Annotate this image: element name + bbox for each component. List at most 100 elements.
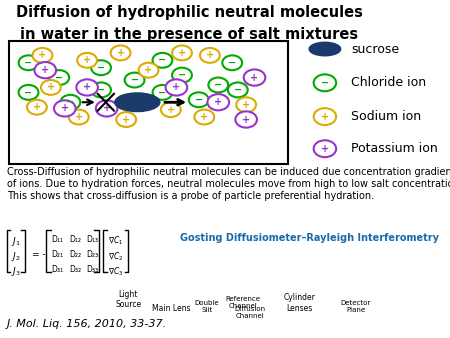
Ellipse shape (309, 42, 341, 56)
Text: +: + (251, 73, 259, 82)
Text: −: − (158, 88, 166, 97)
Text: +: + (122, 115, 130, 124)
Circle shape (50, 70, 69, 85)
Text: +: + (122, 97, 130, 107)
Circle shape (153, 85, 172, 100)
Text: +: + (75, 112, 83, 122)
Text: $\nabla C_1$: $\nabla C_1$ (108, 235, 123, 247)
Circle shape (91, 60, 111, 75)
Circle shape (200, 48, 220, 63)
Text: −: − (97, 63, 105, 73)
Text: = -: = - (32, 250, 45, 259)
Circle shape (60, 95, 80, 110)
Text: $\nabla C_2$: $\nabla C_2$ (108, 250, 123, 263)
Circle shape (172, 68, 192, 82)
Text: Chloride ion: Chloride ion (351, 76, 426, 89)
Text: $J_1$: $J_1$ (11, 235, 21, 248)
Circle shape (235, 112, 257, 128)
Circle shape (76, 79, 98, 96)
Text: Sodium ion: Sodium ion (351, 110, 421, 123)
Ellipse shape (115, 93, 160, 112)
Bar (9, 41, 288, 164)
Circle shape (172, 46, 192, 60)
Text: +: + (47, 82, 55, 92)
Text: D₁₁: D₁₁ (52, 235, 63, 244)
Text: Reference
Channel: Reference Channel (225, 296, 261, 309)
Circle shape (314, 108, 336, 125)
Circle shape (32, 48, 52, 63)
Circle shape (35, 62, 56, 78)
Circle shape (228, 82, 248, 97)
Text: +: + (41, 65, 50, 75)
Text: +: + (242, 115, 250, 124)
Text: −: − (24, 88, 32, 97)
Circle shape (314, 74, 336, 91)
Text: J. Mol. Liq. 156, 2010, 33-37.: J. Mol. Liq. 156, 2010, 33-37. (7, 318, 167, 329)
Text: +: + (242, 100, 250, 110)
Circle shape (96, 100, 117, 117)
Text: D₁₃: D₁₃ (86, 235, 98, 244)
Text: +: + (83, 82, 91, 92)
Text: +: + (214, 97, 222, 107)
Text: Diffusion
Channel: Diffusion Channel (234, 307, 266, 319)
Text: +: + (38, 50, 46, 61)
Text: +: + (144, 65, 153, 75)
Text: −: − (321, 78, 329, 88)
Text: −: − (97, 85, 105, 95)
Text: +: + (117, 48, 125, 58)
Circle shape (54, 100, 76, 117)
Text: D₃₁: D₃₁ (52, 265, 64, 274)
Text: +: + (321, 112, 329, 122)
Text: Potassium ion: Potassium ion (351, 142, 438, 155)
Text: +: + (321, 144, 329, 154)
Text: Main Lens: Main Lens (152, 304, 190, 313)
Text: D₁₂: D₁₂ (69, 235, 81, 244)
Circle shape (116, 112, 136, 127)
Text: +: + (200, 112, 208, 122)
Circle shape (194, 110, 214, 124)
Text: D₂₂: D₂₂ (69, 250, 81, 259)
Text: −: − (195, 95, 203, 105)
Text: −: − (24, 58, 32, 68)
Circle shape (153, 53, 172, 68)
Text: +: + (172, 82, 180, 92)
Text: +: + (167, 105, 175, 115)
Text: +: + (33, 102, 41, 112)
Circle shape (166, 79, 187, 96)
Circle shape (208, 77, 228, 92)
Circle shape (207, 94, 229, 110)
Text: D₂₃: D₂₃ (86, 250, 98, 259)
Text: Diffusion of hydrophilic neutral molecules: Diffusion of hydrophilic neutral molecul… (16, 5, 362, 20)
Text: −: − (55, 73, 63, 82)
Circle shape (116, 95, 136, 110)
Text: D₂₁: D₂₁ (52, 250, 64, 259)
Text: −: − (66, 97, 74, 107)
Text: −: − (178, 70, 186, 80)
Circle shape (314, 140, 336, 157)
Text: +: + (83, 55, 91, 65)
Text: −: − (234, 85, 242, 95)
Text: +: + (61, 103, 69, 114)
Text: Cross-Diffusion of hydrophilic neutral molecules can be induced due concentratio: Cross-Diffusion of hydrophilic neutral m… (7, 167, 450, 200)
Text: $J_3$: $J_3$ (11, 265, 21, 278)
Text: Light
Source: Light Source (115, 290, 141, 309)
Circle shape (18, 85, 38, 100)
Text: Gosting Diffusiometer–Rayleigh Interferometry: Gosting Diffusiometer–Rayleigh Interfero… (180, 233, 439, 243)
Circle shape (244, 70, 266, 86)
Text: Double
Slit: Double Slit (195, 300, 219, 313)
Circle shape (91, 82, 111, 97)
Text: +: + (178, 48, 186, 58)
Text: $\nabla C_3$: $\nabla C_3$ (108, 265, 123, 278)
Circle shape (189, 92, 209, 107)
Text: −: − (130, 75, 139, 85)
Circle shape (125, 73, 144, 88)
Circle shape (69, 110, 89, 124)
Circle shape (41, 80, 61, 95)
Text: +: + (103, 103, 111, 114)
Text: D₃₃: D₃₃ (86, 265, 98, 274)
Text: in water in the presence of salt mixtures: in water in the presence of salt mixture… (20, 27, 358, 42)
Circle shape (222, 55, 242, 70)
Text: D₃₂: D₃₂ (69, 265, 81, 274)
Text: −: − (158, 55, 166, 65)
Text: −: − (214, 80, 222, 90)
